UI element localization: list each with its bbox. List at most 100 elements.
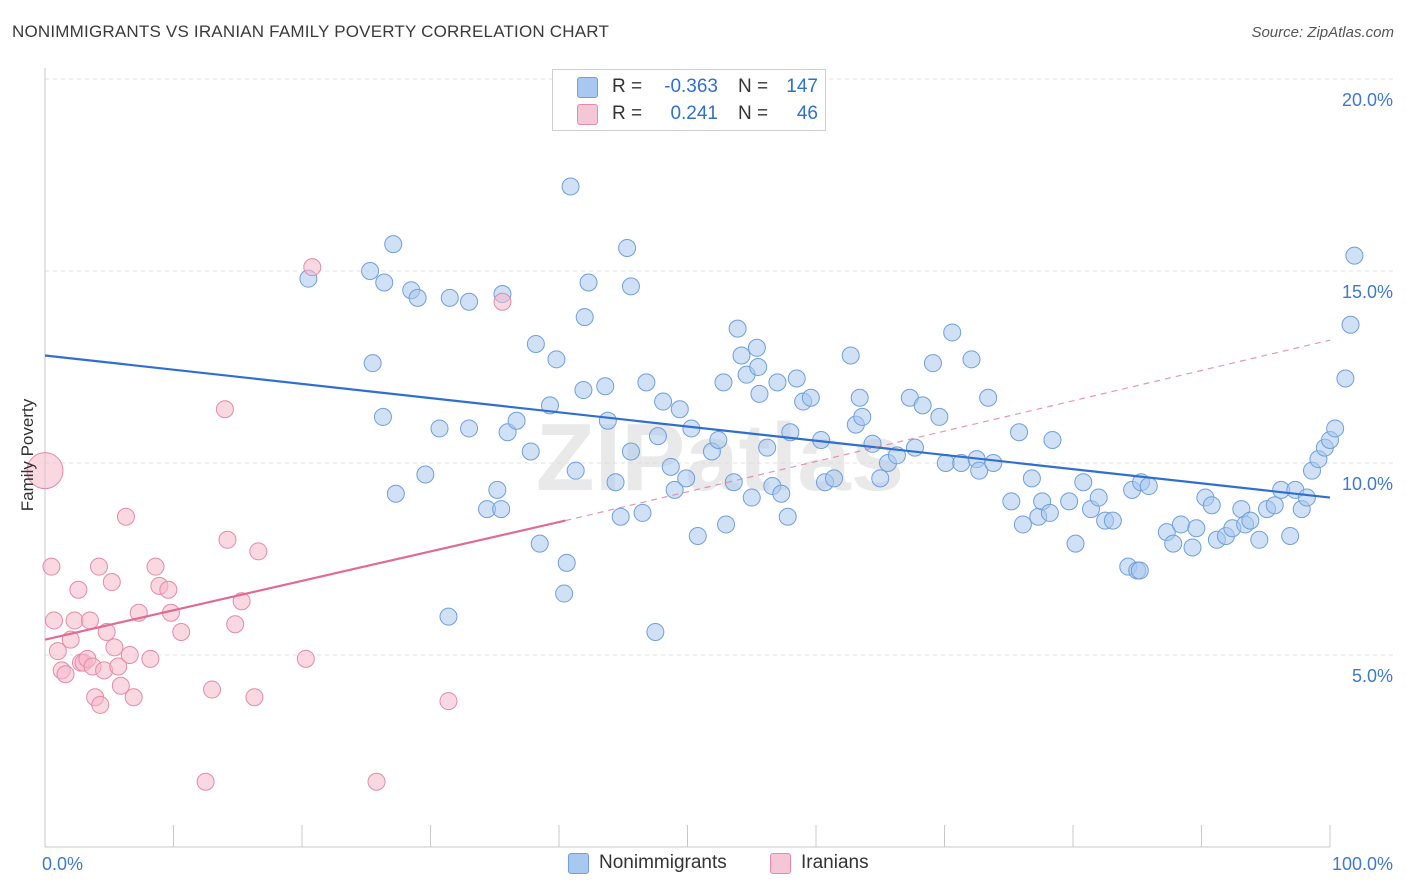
nonimmigrants-point [575, 308, 594, 327]
nonimmigrants-point [637, 373, 656, 392]
nonimmigrants-point [633, 503, 652, 522]
nonimmigrants-point [1002, 492, 1021, 511]
nonimmigrants-point [1022, 469, 1041, 488]
nonimmigrants-point [408, 288, 427, 307]
iranians-trend-line [44, 519, 566, 641]
iranians-point [218, 530, 237, 549]
nonimmigrants-point [566, 461, 585, 480]
nonimmigrants-point [742, 488, 761, 507]
nonimmigrants-point [871, 469, 890, 488]
watermark: ZIPatlas [536, 404, 904, 511]
nonimmigrants-point [557, 553, 576, 572]
nonimmigrants-point [688, 526, 707, 545]
nonimmigrants-point [1074, 473, 1093, 492]
nonimmigrants-point [621, 277, 640, 296]
iranians-point [367, 772, 386, 791]
iranians-swatch [577, 103, 598, 125]
r-value: 0.241 [670, 103, 718, 124]
nonimmigrants-point [541, 396, 560, 415]
nonimmigrants-point [677, 469, 696, 488]
nonimmigrants-point [430, 419, 449, 438]
nonimmigrants-point [384, 235, 403, 254]
iranians-point [226, 615, 245, 634]
nonimmigrants-point [1164, 534, 1183, 553]
nonimmigrants-point [732, 346, 751, 365]
iranians-point [109, 657, 128, 676]
source-label: Source: ZipAtlas.com [1251, 24, 1394, 41]
nonimmigrants-point [1336, 369, 1355, 388]
series-legend: Nonimmigrants Iranians [0, 852, 1406, 878]
n-label: N = [738, 76, 769, 97]
nonimmigrants-points [299, 177, 1364, 641]
iranians-point [105, 638, 124, 657]
tick-labels: 5.0% 10.0% 15.0% 20.0% 0.0% 100.0% [42, 90, 1393, 874]
iranians-point [203, 680, 222, 699]
nonimmigrants-point [492, 500, 511, 519]
nonimmigrants-point [1089, 488, 1108, 507]
nonimmigrants-point [670, 400, 689, 419]
correlation-legend: R = -0.363 N = 147 R = 0.241 N = 46 [552, 69, 826, 131]
iranians-point [26, 452, 64, 490]
n-value: 147 [786, 76, 818, 97]
y-tick-label: 5.0% [1352, 666, 1393, 686]
nonimmigrants-point [621, 442, 640, 461]
nonimmigrants-point [1345, 246, 1364, 265]
iranians-point [439, 692, 458, 711]
iranians-point [42, 557, 61, 576]
legend-label-nonimmigrants: Nonimmigrants [599, 852, 727, 873]
y-tick-label: 15.0% [1342, 282, 1393, 302]
gridlines [45, 78, 1393, 656]
iranians-point [249, 542, 268, 561]
nonimmigrants-point [1281, 526, 1300, 545]
iranians-point [196, 772, 215, 791]
iranians-point [97, 622, 116, 641]
nonimmigrants-point [772, 484, 791, 503]
nonimmigrants-point [507, 411, 526, 430]
nonimmigrants-point [361, 262, 380, 280]
nonimmigrants-point [930, 407, 949, 426]
nonimmigrants-point [646, 622, 665, 641]
x-tick-label: 100.0% [1332, 854, 1393, 874]
iranians-point [116, 507, 135, 526]
nonimmigrants-point [661, 457, 680, 476]
nonimmigrants-point [758, 438, 777, 457]
y-tick-label: 10.0% [1342, 474, 1393, 494]
nonimmigrants-point [521, 442, 540, 461]
legend-item-nonimmigrants[interactable]: Nonimmigrants [568, 852, 727, 874]
nonimmigrants-point [923, 354, 942, 373]
n-value: 46 [796, 103, 818, 124]
nonimmigrants-point [1043, 430, 1062, 449]
iranians-legend-swatch [770, 852, 791, 874]
nonimmigrants-point [1202, 496, 1221, 515]
nonimmigrants-point [913, 396, 932, 415]
nonimmigrants-point [598, 411, 617, 430]
iranians-point [69, 580, 88, 599]
nonimmigrants-point [654, 392, 673, 411]
nonimmigrants-point [1060, 492, 1079, 511]
nonimmigrants-point [1326, 419, 1345, 438]
nonimmigrants-point [979, 388, 998, 407]
nonimmigrants-trend-line [44, 354, 1331, 499]
nonimmigrants-point [579, 273, 598, 292]
nonimmigrants-point [841, 346, 860, 365]
iranians-point [493, 292, 512, 311]
nonimmigrants-point [574, 381, 593, 400]
y-tick-label: 20.0% [1342, 90, 1393, 110]
nonimmigrants-point [747, 338, 766, 357]
nonimmigrants-point [611, 507, 630, 526]
iranians-point [172, 622, 191, 641]
iranians-point [141, 649, 160, 668]
nonimmigrants-point [984, 454, 1003, 472]
nonimmigrants-point [526, 334, 545, 353]
iranians-point [232, 592, 251, 611]
nonimmigrants-point [530, 534, 549, 553]
nonimmigrants-point [618, 238, 637, 257]
nonimmigrants-point [853, 407, 872, 426]
nonimmigrants-point [936, 454, 955, 472]
nonimmigrants-point [373, 407, 392, 426]
legend-item-iranians[interactable]: Iranians [770, 852, 869, 874]
nonimmigrants-point [801, 388, 820, 407]
nonimmigrants-point [787, 369, 806, 388]
nonimmigrants-point [750, 384, 769, 403]
